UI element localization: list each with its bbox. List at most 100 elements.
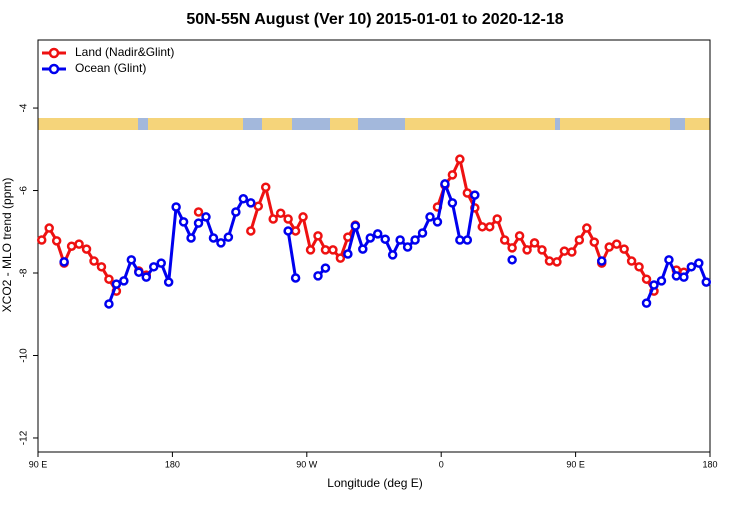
x-tick-label: 0: [439, 459, 444, 469]
point: [626, 256, 637, 266]
x-tick-label: 90 E: [29, 459, 48, 469]
point: [186, 233, 196, 243]
point: [634, 262, 644, 272]
point: [455, 235, 465, 245]
legend-label: Land (Nadir&Glint): [75, 45, 174, 59]
point: [298, 212, 308, 222]
point: [141, 272, 152, 282]
y-tick-label: -8: [19, 268, 30, 277]
point: [604, 242, 614, 252]
point: [552, 257, 562, 267]
point: [641, 274, 652, 284]
point: [410, 235, 420, 245]
point: [455, 154, 465, 164]
point: [104, 274, 114, 284]
point: [417, 228, 428, 238]
point: [656, 276, 667, 286]
point: [119, 276, 129, 286]
point: [649, 280, 659, 290]
point: [290, 273, 301, 283]
point: [440, 179, 450, 189]
x-tick-label: 180: [165, 459, 180, 469]
point: [641, 298, 652, 308]
point: [246, 198, 256, 208]
point: [582, 223, 592, 233]
point: [701, 277, 712, 287]
y-tick-label: -10: [19, 348, 30, 363]
point: [275, 208, 286, 218]
point: [372, 229, 383, 239]
point: [163, 277, 174, 287]
point: [74, 239, 84, 249]
legend-marker: [48, 47, 60, 59]
point: [365, 233, 376, 243]
point: [387, 250, 398, 260]
point: [223, 232, 234, 242]
point: [462, 235, 473, 245]
point: [290, 226, 301, 236]
point: [343, 249, 353, 259]
point: [216, 238, 226, 248]
point: [611, 239, 622, 249]
point: [507, 255, 517, 265]
point: [544, 256, 555, 266]
point: [484, 222, 495, 232]
point: [96, 262, 107, 272]
chart-title: 50N-55N August (Ver 10) 2015-01-01 to 20…: [186, 11, 563, 28]
point: [596, 256, 607, 266]
point: [589, 237, 600, 247]
x-tick-label: 90 W: [296, 459, 318, 469]
point: [126, 255, 137, 265]
point: [231, 207, 241, 217]
legend-marker: [48, 63, 60, 75]
point: [507, 243, 517, 253]
point: [313, 231, 323, 241]
y-tick-label: -12: [19, 430, 30, 445]
point: [201, 212, 211, 222]
point: [574, 235, 585, 245]
point: [328, 245, 338, 255]
point: [66, 241, 77, 251]
point: [134, 267, 144, 277]
plot-frame: [37, 39, 711, 453]
point: [499, 235, 510, 245]
point: [694, 258, 704, 268]
point: [686, 262, 697, 272]
point: [44, 223, 54, 233]
point: [81, 244, 92, 254]
y-tick-label: -6: [19, 186, 30, 195]
point: [559, 246, 570, 256]
point: [268, 214, 278, 224]
point: [305, 245, 316, 255]
point: [104, 299, 114, 309]
point: [679, 272, 689, 282]
land-ocean-strip: [38, 118, 710, 130]
series-line: [107, 182, 708, 305]
point: [111, 279, 122, 289]
point: [432, 217, 443, 227]
point: [350, 221, 361, 231]
point: [320, 263, 331, 273]
point: [313, 271, 323, 281]
point: [477, 222, 488, 232]
point: [671, 271, 682, 281]
point: [425, 212, 435, 222]
point: [51, 236, 62, 246]
point: [462, 188, 473, 198]
point: [619, 244, 629, 254]
x-axis-label: Longitude (deg E): [327, 476, 422, 490]
point: [514, 231, 525, 241]
point: [358, 244, 368, 254]
point: [156, 258, 166, 268]
point: [89, 256, 99, 266]
point: [178, 217, 189, 227]
legend-label: Ocean (Glint): [75, 61, 146, 75]
point: [470, 190, 480, 200]
point: [529, 238, 540, 248]
point: [395, 235, 405, 245]
point: [171, 202, 181, 212]
y-tick-label: -4: [19, 103, 30, 112]
y-axis-label: XCO2 - MLO trend (ppm): [0, 178, 14, 313]
point: [380, 234, 390, 244]
